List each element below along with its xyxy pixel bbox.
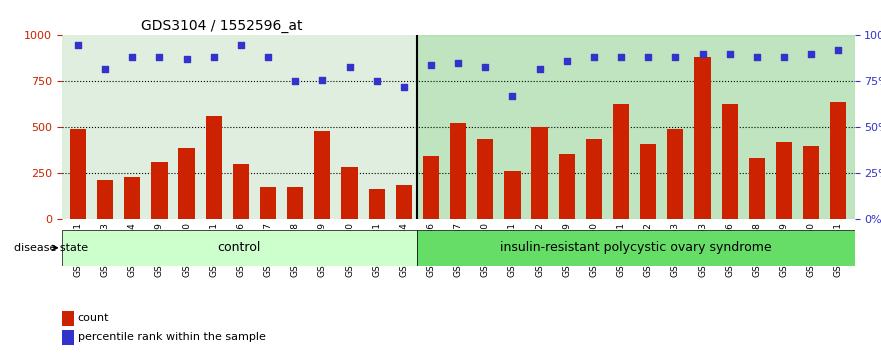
- Point: [559, 58, 574, 64]
- Text: control: control: [218, 241, 261, 254]
- Point: [587, 55, 601, 60]
- Point: [70, 42, 85, 47]
- Point: [125, 55, 139, 60]
- Point: [832, 47, 846, 53]
- Bar: [694, 57, 711, 219]
- Bar: [62, 35, 418, 219]
- Text: insulin-resistant polycystic ovary syndrome: insulin-resistant polycystic ovary syndr…: [500, 241, 772, 254]
- Bar: [722, 104, 737, 219]
- Bar: [70, 129, 86, 219]
- Bar: [749, 158, 765, 219]
- Point: [804, 51, 818, 57]
- Bar: [803, 146, 819, 219]
- Point: [207, 55, 221, 60]
- Point: [370, 79, 384, 84]
- Bar: [830, 102, 847, 219]
- Point: [532, 66, 546, 72]
- Text: percentile rank within the sample: percentile rank within the sample: [78, 332, 265, 342]
- Bar: [341, 167, 358, 219]
- Bar: [504, 171, 521, 219]
- Point: [506, 93, 520, 99]
- Text: disease state: disease state: [14, 243, 88, 253]
- Bar: [640, 144, 656, 219]
- Point: [261, 55, 275, 60]
- Bar: [152, 162, 167, 219]
- Bar: [531, 126, 548, 219]
- Bar: [586, 139, 602, 219]
- Point: [750, 55, 764, 60]
- Point: [451, 60, 465, 66]
- Point: [669, 55, 683, 60]
- Bar: [124, 177, 140, 219]
- Bar: [478, 139, 493, 219]
- Point: [777, 55, 791, 60]
- FancyBboxPatch shape: [417, 230, 855, 266]
- Point: [180, 57, 194, 62]
- Bar: [450, 123, 466, 219]
- Bar: [423, 156, 439, 219]
- Point: [396, 84, 411, 90]
- Bar: [315, 131, 330, 219]
- Bar: [179, 148, 195, 219]
- Bar: [287, 187, 303, 219]
- Bar: [613, 104, 629, 219]
- Bar: [418, 35, 855, 219]
- Bar: [260, 187, 276, 219]
- Point: [233, 42, 248, 47]
- Bar: [776, 142, 792, 219]
- Text: GDS3104 / 1552596_at: GDS3104 / 1552596_at: [141, 19, 302, 33]
- Point: [695, 51, 709, 57]
- Bar: [396, 185, 412, 219]
- Point: [98, 66, 112, 72]
- Bar: [97, 180, 114, 219]
- Bar: [559, 154, 575, 219]
- Bar: [667, 129, 684, 219]
- Point: [152, 55, 167, 60]
- Point: [343, 64, 357, 69]
- Bar: [62, 311, 74, 326]
- Point: [641, 55, 655, 60]
- FancyBboxPatch shape: [62, 230, 417, 266]
- Point: [722, 51, 737, 57]
- Bar: [368, 189, 385, 219]
- Point: [478, 64, 492, 69]
- Bar: [233, 164, 249, 219]
- Point: [614, 55, 628, 60]
- Point: [315, 77, 329, 82]
- Text: count: count: [78, 313, 109, 323]
- Point: [424, 62, 438, 68]
- Bar: [62, 330, 74, 345]
- Point: [288, 79, 302, 84]
- Bar: [205, 116, 222, 219]
